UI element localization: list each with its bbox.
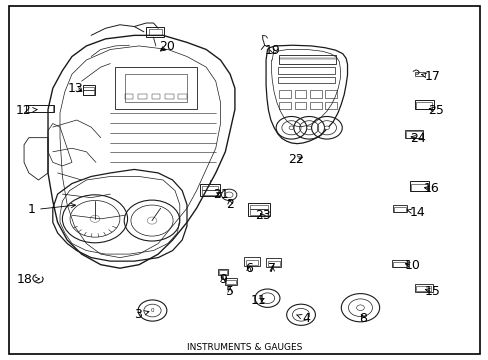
- Text: 9: 9: [219, 273, 226, 286]
- Bar: [218, 269, 227, 275]
- Bar: [414, 284, 432, 292]
- Bar: [265, 258, 281, 267]
- Bar: [164, 94, 173, 99]
- Bar: [124, 74, 186, 102]
- Text: INSTRUMENTS & GAUGES: INSTRUMENTS & GAUGES: [186, 343, 302, 352]
- Bar: [151, 94, 160, 99]
- Bar: [248, 203, 269, 216]
- Text: 21: 21: [213, 188, 229, 201]
- Bar: [415, 286, 430, 292]
- Text: 11: 11: [250, 294, 266, 307]
- Bar: [414, 100, 433, 109]
- Text: 19: 19: [264, 44, 280, 57]
- Bar: [148, 29, 162, 35]
- Bar: [393, 207, 406, 212]
- Bar: [178, 94, 186, 99]
- Text: 6: 6: [245, 262, 253, 275]
- Bar: [294, 102, 305, 109]
- Bar: [392, 206, 407, 212]
- Text: 18: 18: [17, 273, 40, 286]
- Bar: [279, 55, 335, 64]
- Circle shape: [324, 126, 328, 130]
- Bar: [83, 90, 93, 95]
- Text: 12: 12: [15, 104, 37, 117]
- Text: 1: 1: [27, 203, 75, 216]
- Text: 8: 8: [359, 312, 366, 325]
- Bar: [325, 90, 336, 98]
- Bar: [309, 102, 321, 109]
- Bar: [202, 190, 217, 195]
- Text: 22: 22: [288, 153, 304, 166]
- Bar: [414, 72, 424, 76]
- Circle shape: [356, 305, 364, 311]
- Bar: [225, 278, 237, 285]
- Text: 24: 24: [409, 132, 425, 145]
- Text: 15: 15: [424, 285, 439, 298]
- Bar: [404, 130, 423, 138]
- Bar: [83, 86, 93, 90]
- Bar: [26, 104, 54, 112]
- Text: 7: 7: [268, 262, 276, 275]
- Bar: [82, 85, 94, 95]
- Bar: [115, 67, 196, 109]
- Bar: [245, 260, 258, 265]
- Text: 16: 16: [423, 182, 438, 195]
- Circle shape: [288, 126, 293, 130]
- Bar: [278, 67, 334, 74]
- Bar: [138, 94, 146, 99]
- Bar: [410, 184, 427, 190]
- Bar: [415, 102, 431, 109]
- Text: 10: 10: [404, 259, 419, 272]
- Circle shape: [90, 215, 100, 222]
- Text: 13: 13: [68, 82, 83, 95]
- Bar: [409, 181, 428, 191]
- Bar: [146, 27, 164, 37]
- Bar: [124, 94, 133, 99]
- Bar: [309, 90, 321, 98]
- Bar: [391, 260, 407, 267]
- Text: 14: 14: [407, 206, 425, 219]
- Bar: [294, 90, 305, 98]
- Bar: [392, 262, 406, 267]
- Text: 23: 23: [254, 210, 270, 222]
- Bar: [244, 257, 259, 266]
- Text: 20: 20: [159, 40, 174, 53]
- Bar: [202, 186, 217, 190]
- Bar: [250, 209, 267, 215]
- Bar: [28, 105, 53, 112]
- Bar: [279, 90, 290, 98]
- Bar: [250, 205, 267, 209]
- Bar: [279, 102, 290, 109]
- Bar: [325, 102, 336, 109]
- Text: 5: 5: [225, 285, 234, 298]
- Text: 25: 25: [427, 104, 443, 117]
- Text: 3: 3: [134, 308, 149, 321]
- Text: 17: 17: [421, 71, 439, 84]
- Text: 0: 0: [150, 308, 154, 313]
- Bar: [200, 184, 219, 196]
- Bar: [267, 261, 280, 266]
- Circle shape: [306, 126, 311, 130]
- Bar: [278, 77, 334, 83]
- Circle shape: [147, 217, 157, 224]
- Text: 4: 4: [296, 312, 309, 325]
- Bar: [406, 131, 421, 138]
- Bar: [219, 270, 226, 274]
- Bar: [226, 280, 236, 284]
- Text: 2: 2: [226, 198, 234, 211]
